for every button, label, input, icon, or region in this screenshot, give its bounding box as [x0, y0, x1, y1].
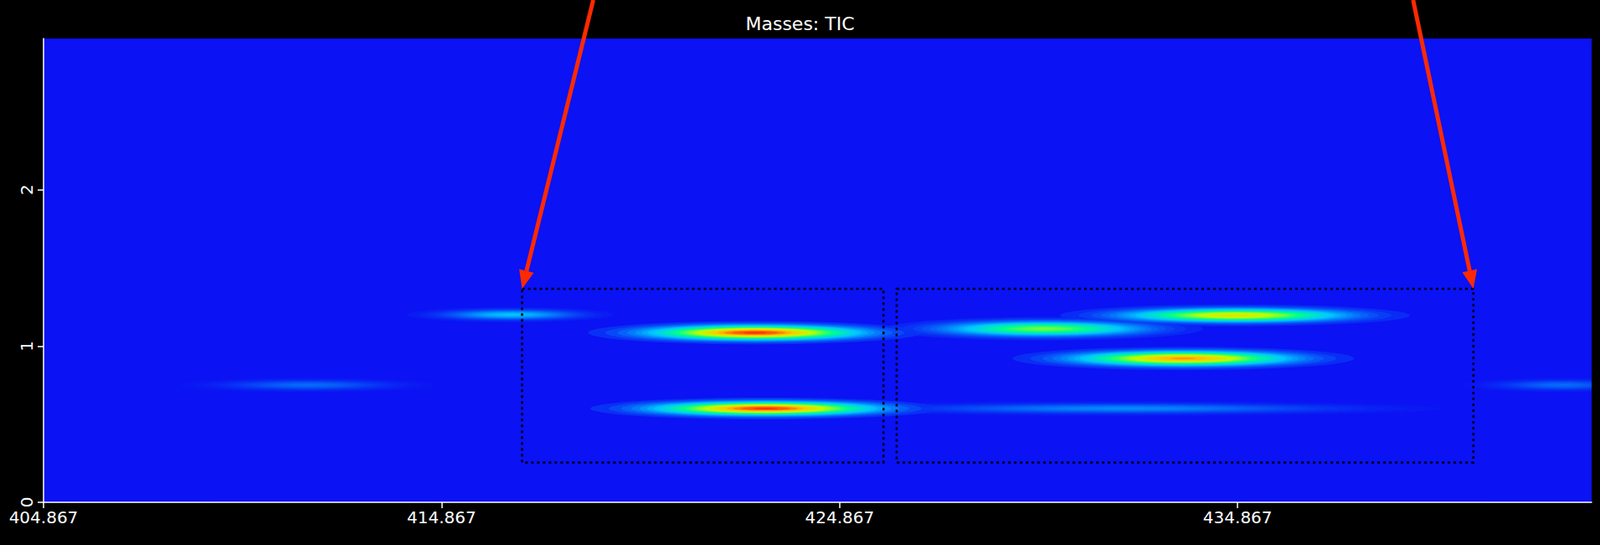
svg-text:2: 2: [16, 184, 37, 196]
svg-text:0: 0: [16, 497, 37, 509]
svg-text:1: 1: [16, 340, 37, 352]
svg-text:404.867: 404.867: [9, 507, 79, 528]
svg-text:Masses: TIC: Masses: TIC: [745, 13, 855, 35]
svg-text:424.867: 424.867: [804, 507, 875, 528]
svg-text:434.867: 434.867: [1203, 507, 1273, 528]
svg-text:414.867: 414.867: [406, 507, 477, 528]
